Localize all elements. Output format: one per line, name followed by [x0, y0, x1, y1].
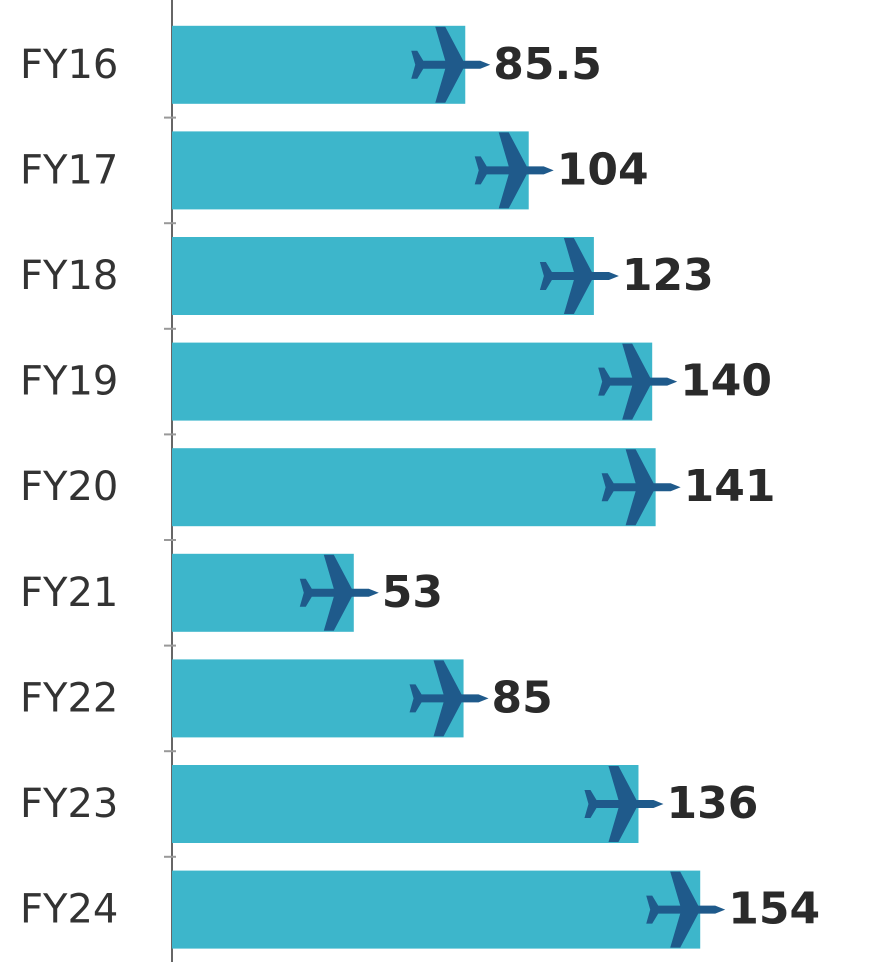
plane-icon	[411, 26, 491, 103]
value-label: 85.5	[493, 39, 602, 90]
plane-icon	[539, 238, 619, 314]
plane-icon	[474, 132, 554, 209]
plane-icon	[299, 554, 379, 631]
value-label: 140	[680, 356, 772, 407]
plane-shape	[299, 554, 379, 631]
value-label: 123	[622, 250, 714, 301]
plane-shape	[601, 449, 681, 526]
bar	[172, 342, 653, 421]
value-label: 85	[492, 672, 553, 723]
value-label: 53	[382, 567, 443, 618]
plane-icon	[598, 343, 678, 420]
y-tick-label: FY23	[20, 781, 118, 827]
y-tick-label: FY17	[20, 147, 118, 193]
plane-shape	[474, 132, 554, 209]
y-tick-label: FY18	[20, 253, 118, 299]
plane-icon	[601, 449, 681, 526]
plane-icon	[409, 660, 489, 737]
y-tick-label: FY21	[20, 570, 118, 616]
plane-shape	[409, 660, 489, 737]
value-label: 104	[557, 144, 649, 195]
plane-shape	[646, 871, 726, 948]
y-tick-label: FY19	[20, 359, 118, 405]
plane-shape	[411, 26, 491, 103]
plane-shape	[598, 343, 678, 420]
bar	[172, 237, 594, 315]
y-tick-label: FY24	[20, 887, 118, 933]
y-tick-label: FY16	[20, 42, 118, 88]
plane-icon	[584, 766, 664, 842]
plane-icon	[646, 871, 726, 948]
plane-shape	[584, 766, 664, 842]
bar	[172, 870, 701, 949]
bar	[172, 131, 529, 210]
value-label: 136	[666, 778, 758, 829]
bar	[172, 765, 639, 843]
y-tick-label: FY20	[20, 464, 118, 510]
value-label: 141	[684, 461, 776, 512]
value-label: 154	[728, 884, 820, 935]
y-tick-label: FY22	[20, 675, 118, 721]
bar	[172, 448, 656, 527]
plane-shape	[539, 238, 619, 314]
